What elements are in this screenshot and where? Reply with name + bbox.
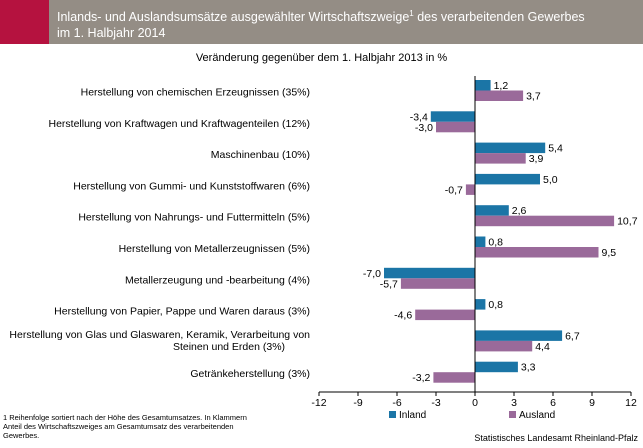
data-label-inland: 0,8 (488, 237, 503, 249)
category-label-line: Herstellung von Glas und Glaswaren, Kera… (9, 329, 310, 341)
data-label-ausland: -5,7 (380, 278, 398, 290)
x-tick-label: -12 (311, 397, 326, 409)
bar-ausland (433, 372, 475, 383)
bar-inland (475, 299, 486, 310)
bar-inland (475, 361, 518, 373)
data-label-ausland: 10,7 (617, 216, 638, 228)
x-tick-label: 12 (625, 397, 637, 409)
data-label-inland: -3,4 (410, 111, 428, 123)
legend-swatch-ausland (509, 411, 516, 418)
bar-inland (430, 111, 475, 122)
data-label-ausland: -4,6 (394, 310, 412, 322)
bar-ausland (475, 340, 533, 352)
data-label-ausland: 3,9 (529, 153, 544, 165)
title-footnote-mark: 1 (409, 9, 414, 18)
bar-ausland (475, 153, 526, 164)
bar-ausland (475, 247, 599, 258)
legend-swatch-inland (389, 411, 396, 418)
category-label-line: Herstellung von chemischen Erzeugnissen … (81, 87, 310, 99)
bar-ausland (400, 278, 475, 289)
category-label-line: Maschinenbau (10%) (211, 149, 310, 161)
title-line-1: Inlands- und Auslandsumsätze ausgewählte… (57, 10, 410, 25)
category-label: Herstellung von Gummi- und Kunststoffwar… (73, 180, 310, 192)
data-label-inland: 5,0 (543, 174, 558, 186)
category-label: Maschinenbau (10%) (211, 149, 310, 161)
legend-label-inland: Inland (399, 410, 426, 421)
category-label-line: Metallerzeugung und -bearbeitung (4%) (125, 274, 310, 286)
bar-inland (475, 80, 491, 91)
category-label-line: Herstellung von Gummi- und Kunststoffwar… (73, 180, 310, 192)
category-label: Herstellung von Papier, Pappe und Waren … (54, 306, 310, 318)
data-label-inland: 1,2 (494, 80, 509, 92)
data-label-inland: 6,7 (565, 330, 580, 342)
x-tick-label: -6 (392, 397, 401, 409)
data-label-ausland: 9,5 (602, 247, 617, 259)
title-line-1-rest: des verarbeitenden Gewerbes (413, 10, 585, 25)
category-label: Herstellung von Glas und Glaswaren, Kera… (9, 329, 310, 353)
data-label-inland: -7,0 (363, 268, 381, 280)
source-note: Statistisches Landesamt Rheinland-Pfalz (474, 433, 638, 443)
data-label-ausland: 4,4 (535, 341, 550, 353)
data-label-ausland: -3,2 (412, 372, 430, 384)
data-label-inland: 5,4 (548, 143, 563, 155)
footnote: 1 Reihenfolge sortiert nach der Höhe des… (3, 413, 247, 440)
bar-inland (475, 142, 546, 154)
data-label-inland: 3,3 (521, 362, 536, 374)
chart-header (0, 0, 643, 44)
category-label: Herstellung von Nahrungs- und Futtermitt… (78, 212, 310, 224)
data-label-ausland: -3,0 (415, 122, 433, 134)
chart-subtitle: Veränderung gegenüber dem 1. Halbjahr 20… (195, 52, 448, 64)
category-label: Herstellung von Metallerzeugnissen (5%) (119, 243, 310, 255)
bar-inland (384, 267, 475, 279)
category-label: Herstellung von chemischen Erzeugnissen … (81, 87, 310, 99)
data-label-ausland: 3,7 (526, 91, 541, 103)
bar-ausland (436, 121, 475, 133)
data-label-inland: 2,6 (512, 205, 527, 217)
x-tick-label: 0 (472, 397, 478, 409)
chart-title: Inlands- und Auslandsumsätze ausgewählte… (57, 6, 637, 41)
category-label-line: Herstellung von Nahrungs- und Futtermitt… (78, 212, 310, 224)
bar-inland (475, 330, 563, 341)
category-label-line: Getränkeherstellung (3%) (190, 368, 310, 380)
category-label: Herstellung von Kraftwagen und Kraftwage… (49, 118, 311, 130)
bar-inland (475, 236, 486, 247)
legend-label-ausland: Ausland (519, 410, 555, 421)
bar-inland (475, 173, 540, 185)
x-tick-label: 9 (589, 397, 595, 409)
category-label-line: Herstellung von Kraftwagen und Kraftwage… (49, 118, 311, 130)
category-label: Getränkeherstellung (3%) (190, 368, 310, 380)
data-label-ausland: -0,7 (445, 184, 463, 196)
bar-ausland (415, 309, 475, 321)
x-tick-label: 6 (550, 397, 556, 409)
bar-ausland (475, 90, 524, 101)
category-label-line: Steinen und Erden (3%) (173, 341, 285, 353)
bar-inland (475, 205, 509, 216)
category-label: Metallerzeugung und -bearbeitung (4%) (125, 274, 310, 286)
x-tick-label: 3 (511, 397, 517, 409)
category-label-line: Herstellung von Papier, Pappe und Waren … (54, 306, 310, 318)
bar-ausland (475, 215, 615, 227)
data-label-inland: 0,8 (488, 299, 503, 311)
bar-ausland (465, 184, 475, 195)
header-accent (0, 0, 49, 44)
x-tick-label: -9 (353, 397, 362, 409)
category-label-line: Herstellung von Metallerzeugnissen (5%) (119, 243, 310, 255)
title-line-2: im 1. Halbjahr 2014 (57, 26, 166, 41)
x-tick-label: -3 (431, 397, 440, 409)
